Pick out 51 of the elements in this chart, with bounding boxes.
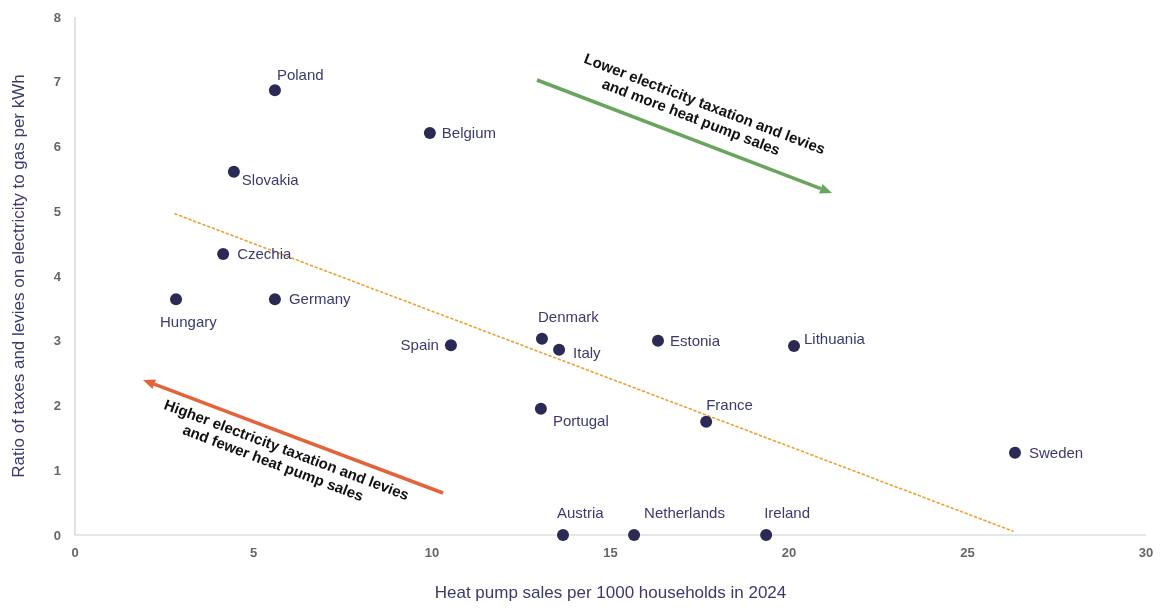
- annotation: Hungary: [160, 313, 218, 331]
- point: [700, 415, 713, 428]
- point: [423, 126, 436, 139]
- y-tick-label: 8: [53, 9, 61, 25]
- annotation: Netherlands: [644, 504, 725, 521]
- point: [268, 293, 281, 306]
- y-tick-label: 3: [53, 333, 61, 349]
- y-tick-label: 7: [53, 74, 61, 90]
- x-tick-label: 20: [781, 545, 797, 560]
- annotation: Slovakia: [241, 170, 300, 188]
- x-tick-label: 0: [71, 545, 79, 560]
- y-tick-label: 1: [53, 462, 61, 478]
- x-tick-label: 30: [1138, 545, 1154, 560]
- x-tick-label: 5: [249, 545, 258, 560]
- point: [553, 343, 566, 356]
- annotation: Portugal: [552, 411, 609, 429]
- x-tick-label: 25: [960, 545, 975, 560]
- y-tick-label: 4: [53, 268, 62, 284]
- point: [227, 165, 240, 178]
- x-tick-label: 10: [424, 545, 440, 560]
- point: [557, 529, 570, 541]
- annotation: Austria: [557, 504, 605, 521]
- annotation: Belgium: [441, 123, 497, 141]
- y-tick-label: 0: [53, 527, 61, 543]
- x-axis-title: Heat pump sales per 1000 households in 2024: [434, 583, 787, 602]
- y-tick-label: 2: [53, 398, 61, 414]
- point: [788, 339, 800, 352]
- annotation: Sweden: [1028, 443, 1084, 461]
- point: [170, 293, 183, 306]
- annotation: Lithuania: [804, 329, 866, 347]
- annotation: Ireland: [764, 504, 811, 521]
- annotation: Italy: [573, 343, 602, 361]
- y-axis-title: Ratio of taxes and levies on electricity to gas per kWh: [9, 74, 28, 478]
- annotation: Poland: [276, 66, 324, 84]
- point: [268, 84, 281, 97]
- point: [760, 529, 773, 541]
- y-tick-label: 5: [53, 203, 61, 219]
- point: [628, 529, 641, 541]
- annotation: France: [706, 395, 753, 413]
- point: [444, 339, 457, 352]
- annotation: Denmark: [537, 307, 600, 325]
- point: [534, 402, 547, 415]
- point: [1008, 446, 1021, 459]
- point: [535, 332, 548, 345]
- x-tick-label: 15: [603, 545, 618, 560]
- annotation: Estonia: [669, 331, 721, 349]
- annotation: Spain: [400, 336, 439, 354]
- point: [217, 247, 230, 260]
- point: [651, 334, 664, 347]
- y-tick-label: 6: [53, 139, 61, 155]
- annotation: Germany: [288, 290, 352, 308]
